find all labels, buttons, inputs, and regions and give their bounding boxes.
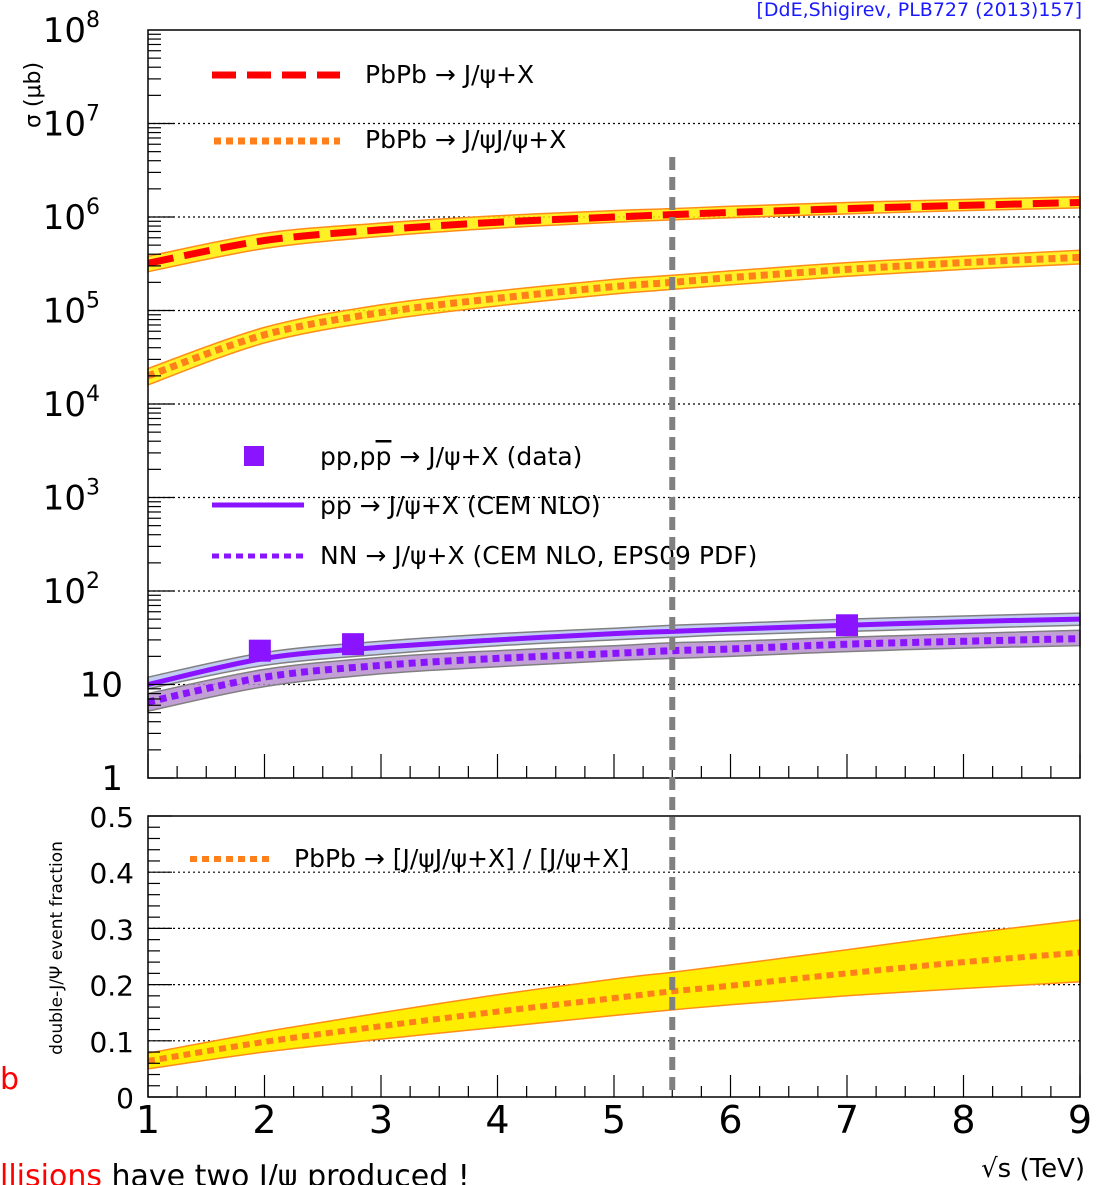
data-point — [342, 633, 365, 656]
background-text-fragment: b — [0, 1062, 20, 1097]
top-y-tick-label: 104 — [43, 382, 100, 425]
top-legend-upper: PbPb → J/ψ+X PbPb → J/ψJ/ψ+X — [212, 60, 566, 154]
x-tick-label: 2 — [252, 1098, 276, 1142]
legend-data-pbar: p — [376, 442, 392, 471]
uncertainty-band — [147, 249, 1081, 386]
bottom-y-tick-label: 0.2 — [89, 970, 134, 1003]
bottom-ticks — [147, 815, 1081, 1098]
background-caption-black: have two J/ψ produced ! — [101, 1162, 470, 1185]
bottom-y-tick-labels: 0.5 0.4 0.3 0.2 0.1 0 — [89, 801, 134, 1115]
top-y-tick-label-exponent: 2 — [86, 569, 100, 594]
top-y-tick-label: 105 — [43, 289, 100, 332]
x-tick-label: 9 — [1068, 1098, 1092, 1142]
top-y-tick-label-exponent: 6 — [86, 195, 100, 220]
top-y-tick-label-base: 10 — [43, 105, 86, 145]
top-y-tick-label: 102 — [43, 569, 100, 612]
top-y-tick-label: 108 — [43, 8, 100, 51]
top-legend-lower: pp,pp → J/ψ+X (data) pp → J/ψ+X (CEM NLO… — [212, 442, 757, 570]
series-line — [146, 253, 1081, 380]
top-y-tick-label-base: 10 — [43, 572, 86, 612]
bottom-y-axis-label: double-J/Ψ event fraction — [47, 841, 67, 1055]
x-axis-label: √s (TeV) — [981, 1154, 1085, 1184]
top-y-tick-label: 106 — [43, 195, 100, 238]
top-y-tick-label-base: 10 — [43, 11, 86, 51]
top-y-tick-label-base: 1 — [101, 759, 123, 799]
fraction-band — [147, 919, 1081, 1070]
legend-label-data: pp,pp → J/ψ+X (data) — [320, 442, 582, 471]
top-y-axis-label: σ (μb) — [21, 62, 46, 128]
top-y-tick-label-base: 10 — [43, 479, 86, 519]
x-tick-label: 8 — [951, 1098, 975, 1142]
series-line — [147, 635, 1081, 706]
legend-data-post: → J/ψ+X (data) — [391, 442, 582, 471]
bottom-legend: PbPb → [J/ψJ/ψ+X] / [J/ψ+X] — [190, 844, 629, 873]
legend-label-pp-cem: pp → J/ψ+X (CEM NLO) — [320, 491, 601, 520]
top-y-tick-label: 103 — [43, 476, 100, 519]
bottom-y-tick-label: 0.1 — [89, 1026, 134, 1059]
citation: [DdE,Shigirev, PLB727 (2013)157] — [756, 0, 1082, 21]
top-series-lines — [146, 199, 1081, 706]
legend-label-pbpb-double-jpsi: PbPb → J/ψJ/ψ+X — [365, 125, 566, 154]
x-tick-labels: 1 2 3 4 5 6 7 8 9 — [136, 1098, 1092, 1142]
top-y-tick-label-base: 10 — [43, 385, 86, 425]
background-caption-red: llisions — [0, 1162, 102, 1185]
bottom-bands — [147, 919, 1081, 1070]
top-gridlines — [148, 122, 1080, 686]
fraction-line — [147, 949, 1081, 1064]
bottom-y-tick-label: 0.3 — [89, 913, 134, 946]
top-y-tick-label-exponent: 5 — [86, 289, 100, 314]
legend-square-marker — [244, 446, 264, 466]
top-y-tick-label-exponent: 7 — [86, 102, 100, 127]
bottom-y-tick-label: 0.4 — [89, 857, 134, 890]
top-y-tick-label: 10 — [80, 666, 123, 706]
top-y-tick-label-base: 10 — [43, 198, 86, 238]
top-data-markers — [248, 614, 858, 662]
legend-label-fraction: PbPb → [J/ψJ/ψ+X] / [J/ψ+X] — [294, 844, 629, 873]
bottom-series-lines — [147, 949, 1081, 1064]
top-y-tick-label-base: 10 — [80, 666, 123, 706]
top-y-tick-label: 1 — [101, 759, 123, 799]
legend-data-pre: pp,p — [320, 442, 376, 471]
top-y-tick-label: 107 — [43, 102, 100, 145]
bottom-y-tick-label: 0.5 — [89, 801, 134, 834]
top-y-tick-label-exponent: 8 — [86, 8, 100, 33]
data-point — [248, 639, 271, 662]
data-point — [836, 614, 858, 637]
x-tick-label: 3 — [369, 1098, 393, 1142]
legend-label-pbpb-jpsi: PbPb → J/ψ+X — [365, 60, 534, 89]
bottom-y-tick-label: 0 — [116, 1082, 134, 1115]
x-tick-label: 4 — [485, 1098, 509, 1142]
x-tick-label: 6 — [718, 1098, 742, 1142]
background-caption: llisions have two J/ψ produced ! — [0, 1162, 470, 1185]
x-tick-label: 1 — [136, 1098, 160, 1142]
series-line — [147, 616, 1081, 687]
legend-label-nn-cem: NN → J/ψ+X (CEM NLO, EPS09 PDF) — [320, 541, 757, 570]
x-tick-label: 7 — [835, 1098, 859, 1142]
top-y-tick-label-base: 10 — [43, 292, 86, 332]
x-tick-label: 5 — [602, 1098, 626, 1142]
top-y-tick-label-exponent: 4 — [86, 382, 100, 407]
top-y-tick-label-exponent: 3 — [86, 476, 100, 501]
series-line — [147, 199, 1081, 267]
top-ticks — [147, 33, 1081, 779]
